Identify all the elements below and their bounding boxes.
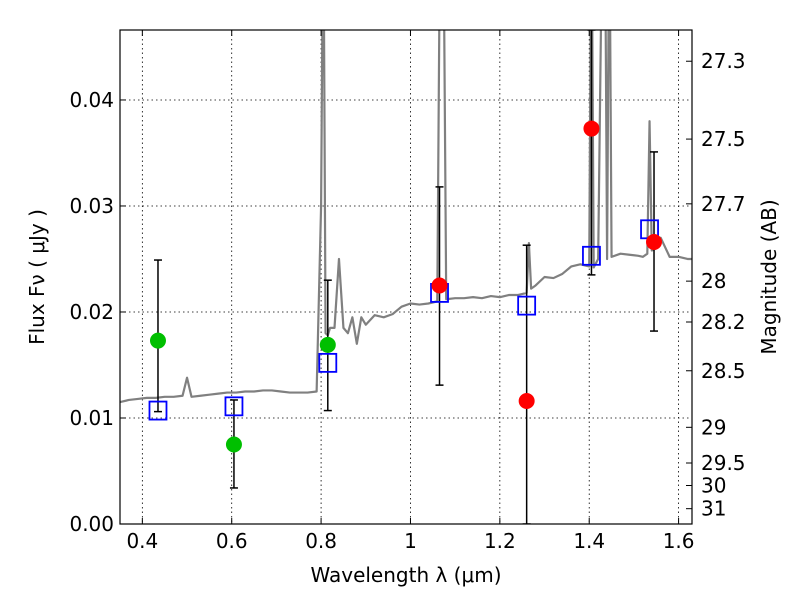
photometry-point: [225, 436, 242, 453]
plot-frame: [119, 29, 693, 525]
y-tick-label: 0.02: [69, 300, 114, 324]
magnitude-tick-label: 27.5: [701, 127, 746, 151]
photometry-point: [583, 120, 600, 137]
y-tick-label: 0.04: [69, 88, 114, 112]
x-tick-label: 1.2: [484, 529, 516, 553]
photometry-point: [149, 332, 166, 349]
model-photometry-box: [517, 295, 537, 316]
x-tick-label: 0.4: [126, 529, 158, 553]
model-photometry-box: [148, 400, 168, 421]
magnitude-tick-label: 29.5: [701, 451, 746, 475]
observed-photometry-points: [149, 120, 663, 453]
magnitude-tick-label: 28.5: [701, 359, 746, 383]
magnitude-tick-label: 30: [701, 474, 726, 498]
magnitude-tick-label: 28: [701, 269, 726, 293]
x-tick-label: 0.6: [216, 529, 248, 553]
y-tick-label: 0.01: [69, 406, 114, 430]
x-axis-label: Wavelength λ (μm): [310, 563, 501, 587]
magnitude-tick-label: 31: [701, 497, 726, 521]
magnitude-axis-label: Magnitude (AB): [757, 199, 781, 354]
magnitude-tick-label: 27.3: [701, 49, 746, 73]
photometry-point: [646, 234, 663, 251]
x-tick-label: 1.4: [573, 529, 605, 553]
magnitude-tick-label: 28.2: [701, 310, 746, 334]
y-tick-label: 0.03: [69, 194, 114, 218]
magnitude-tick-label: 27.7: [701, 192, 746, 216]
x-tick-label: 1: [404, 529, 417, 553]
x-axis-ticks: 0.4 0.6 0.8 1 1.2 1.4 1.6: [126, 30, 695, 553]
x-tick-label: 1.6: [663, 529, 695, 553]
magnitude-tick-label: 29: [701, 415, 726, 439]
model-photometry-box: [224, 396, 244, 417]
y-axis-label: Flux Fν ( μJy ): [25, 209, 49, 345]
model-photometry-box: [318, 352, 338, 373]
photometry-point: [431, 277, 448, 294]
photometry-point: [518, 393, 535, 410]
y-tick-label: 0.00: [69, 512, 114, 536]
photometry-point: [319, 336, 336, 353]
x-tick-label: 0.8: [305, 529, 337, 553]
model-photometry-boxes: [148, 219, 659, 421]
y-axis-ticks: 0.00 0.01 0.02 0.03 0.04: [69, 88, 126, 536]
model-photometry-box: [582, 245, 601, 266]
